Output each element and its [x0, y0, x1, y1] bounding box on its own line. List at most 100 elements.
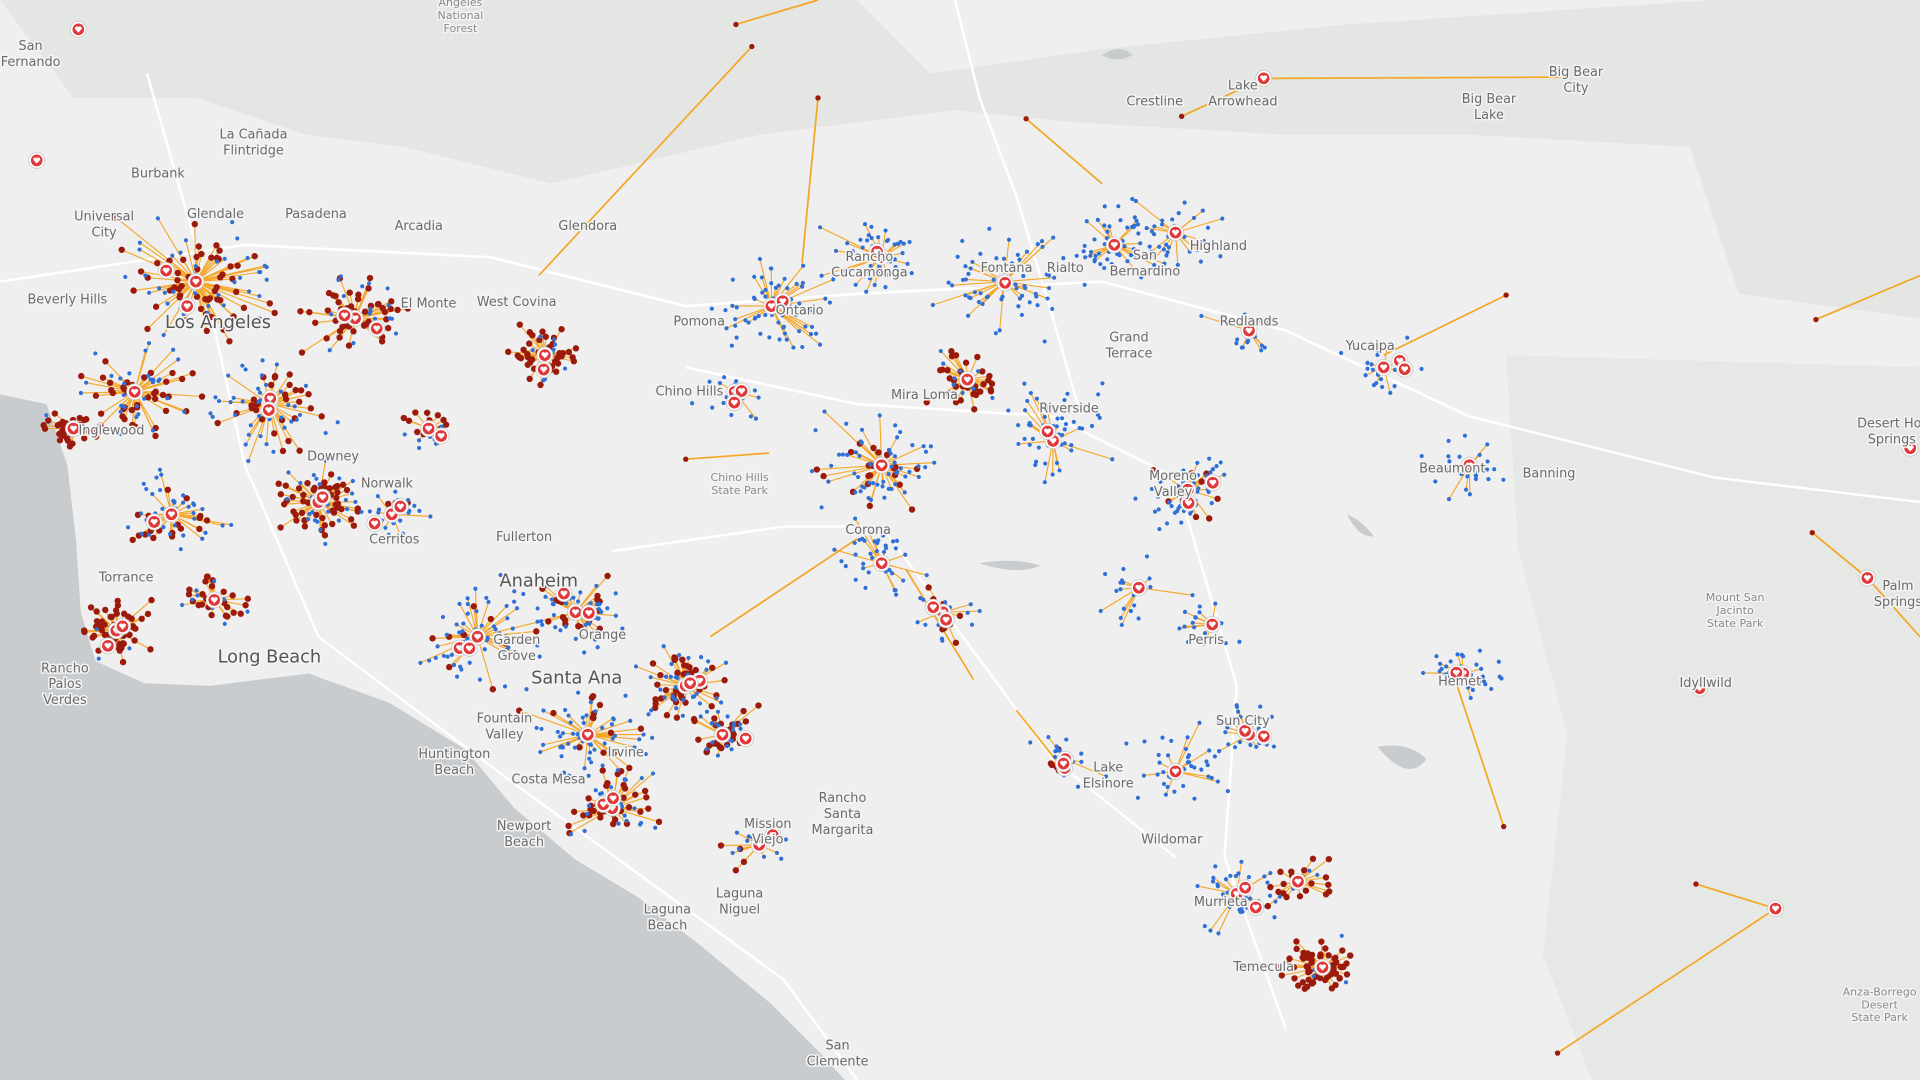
patient-point	[1198, 259, 1203, 264]
patient-point	[1223, 730, 1228, 735]
connection-line	[709, 538, 858, 638]
patient-point	[1080, 426, 1085, 431]
patient-point	[1064, 737, 1069, 742]
patient-point	[208, 611, 215, 619]
patient-point	[1046, 273, 1052, 278]
hospital-heart	[119, 623, 126, 630]
patient-point	[386, 532, 391, 537]
place-label: Mission Viejo	[744, 817, 792, 848]
patient-point	[162, 407, 170, 415]
hospital-heart	[541, 352, 549, 359]
patient-point	[1161, 247, 1166, 252]
hospital-marker	[469, 628, 487, 646]
patient-point	[1016, 304, 1021, 309]
patient-point	[412, 409, 419, 416]
place-label-line: Springs	[1868, 432, 1916, 447]
place-label-line: Pomona	[673, 315, 725, 330]
patient-point	[193, 264, 198, 269]
patient-point	[1182, 624, 1187, 629]
patient-point	[1090, 408, 1095, 413]
patient-point	[97, 410, 105, 417]
patient-point	[146, 341, 152, 346]
patient-point	[157, 286, 162, 291]
patient-point	[227, 263, 234, 270]
patient-point	[868, 497, 874, 502]
patient-point	[1220, 892, 1226, 897]
patient-point	[882, 495, 887, 500]
patient-point	[1081, 249, 1086, 254]
patient-point	[1016, 441, 1021, 447]
patient-point	[231, 395, 236, 401]
patient-point	[185, 591, 193, 598]
hospital-marker	[873, 456, 891, 474]
patient-point	[813, 466, 821, 473]
hospital-heart	[768, 303, 775, 310]
patient-point	[301, 517, 308, 524]
connection-line	[881, 462, 935, 466]
patient-point	[654, 681, 661, 688]
hospital-layer	[28, 20, 1919, 976]
patient-point	[800, 344, 805, 350]
patient-point	[144, 325, 151, 333]
place-label-line: Banning	[1523, 467, 1576, 482]
patient-point	[595, 645, 600, 650]
place-label-line: Ontario	[776, 304, 824, 319]
patient-point	[987, 226, 992, 231]
patient-point	[297, 308, 304, 315]
patient-point	[243, 442, 248, 447]
patient-point	[988, 380, 996, 387]
patient-point	[317, 482, 322, 487]
hospital-heart	[1172, 229, 1179, 236]
patient-point	[417, 508, 422, 513]
patient-point	[221, 303, 226, 308]
place-label-line: Corona	[845, 523, 891, 538]
place-label-line: West Covina	[477, 295, 557, 310]
patient-point	[502, 640, 510, 647]
patient-point	[1157, 244, 1162, 249]
patient-point	[171, 289, 176, 294]
patient-point	[868, 551, 873, 556]
patient-point	[1223, 641, 1228, 646]
patient-point	[1062, 441, 1067, 446]
hospital-marker	[873, 554, 891, 572]
patient-point	[159, 472, 164, 477]
patient-point	[1477, 648, 1482, 653]
patient-point	[1210, 467, 1216, 472]
patient-point	[638, 820, 644, 826]
patient-point	[1225, 725, 1230, 730]
patient-point	[206, 303, 211, 309]
patient-point	[1139, 275, 1144, 280]
place-label-line: Viejo	[752, 833, 784, 848]
hospital-heart	[929, 604, 937, 611]
patient-point	[637, 725, 645, 732]
patient-point	[1102, 204, 1107, 209]
patient-point	[797, 301, 802, 306]
patient-point	[625, 753, 630, 758]
patient-point	[368, 309, 373, 314]
patient-point	[190, 597, 195, 602]
patient-point	[182, 409, 187, 414]
place-label-line: Perris	[1188, 633, 1224, 648]
patient-point	[191, 220, 198, 228]
patient-point	[1096, 251, 1102, 256]
patient-point	[730, 727, 736, 732]
patient-point	[869, 224, 874, 229]
patient-point	[264, 382, 269, 387]
hospital-heart	[388, 511, 396, 518]
connection-line	[1135, 200, 1176, 234]
patient-point	[972, 391, 980, 399]
patient-point	[388, 298, 395, 305]
place-label-line: Downey	[307, 449, 359, 464]
patient-point	[1339, 350, 1344, 356]
place-label-line: Yucaipa	[1345, 339, 1395, 354]
patient-point	[122, 381, 127, 386]
place-label: Rancho Santa Margarita	[812, 791, 874, 838]
patient-point	[1280, 880, 1287, 888]
patient-point	[161, 525, 166, 530]
patient-point	[733, 317, 738, 322]
patient-point	[118, 431, 123, 436]
place-label-line: City	[1563, 81, 1589, 96]
place-label: Costa Mesa	[512, 773, 586, 788]
patient-point	[538, 749, 543, 755]
patient-point	[285, 437, 292, 445]
